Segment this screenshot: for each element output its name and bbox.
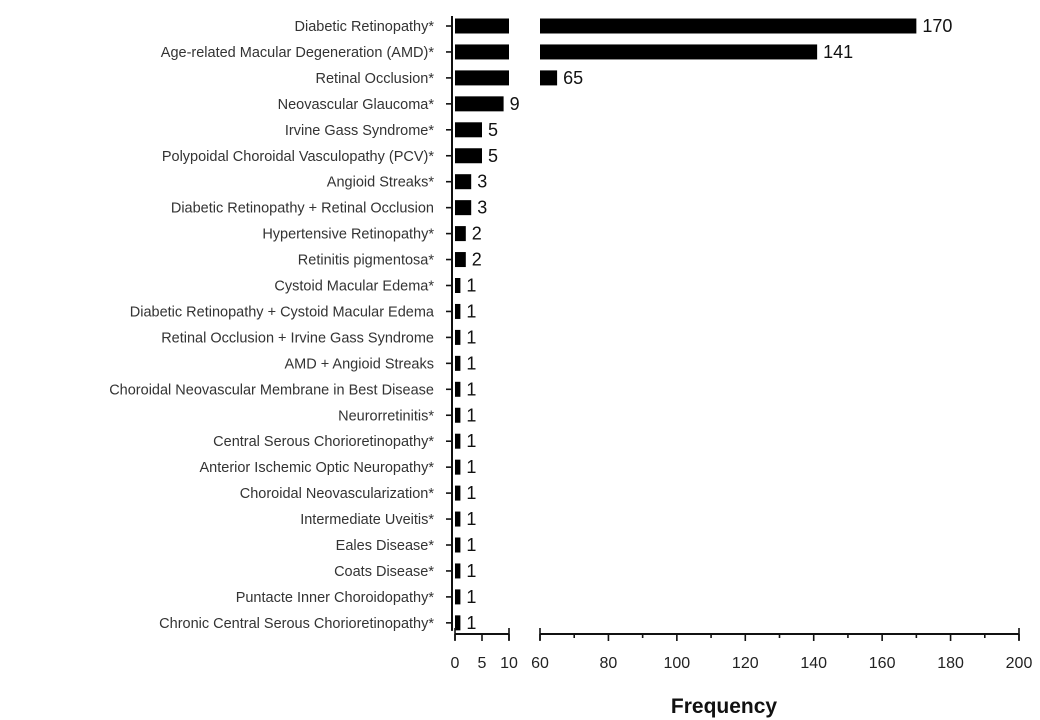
bar [455,96,504,112]
category-label: Age-related Macular Degeneration (AMD)* [161,45,435,61]
x-tick-label: 10 [500,655,518,672]
value-label: 1 [466,276,476,296]
category-label: Eales Disease* [336,538,435,554]
category-label: Neovascular Glaucoma* [278,97,435,113]
x-tick-label: 0 [451,655,460,672]
x-tick-label: 140 [800,655,827,672]
category-label: Intermediate Uveitis* [300,512,434,528]
value-label: 1 [466,509,476,529]
category-label: Anterior Ischemic Optic Neuropathy* [199,460,434,476]
value-label: 2 [472,250,482,270]
bar [455,563,461,579]
category-label: AMD + Angioid Streaks [284,356,434,372]
value-label: 1 [466,353,476,373]
value-label: 3 [477,198,487,218]
x-tick-label: 60 [531,655,549,672]
value-label: 5 [488,120,498,140]
category-label: Choroidal Neovascularization* [240,486,435,502]
bar [455,589,461,605]
category-label: Retinal Occlusion* [316,71,435,87]
value-label: 1 [466,535,476,555]
category-labels: Diabetic Retinopathy* Age-related Macular… [109,19,435,632]
bar [455,355,461,371]
value-label: 1 [466,379,476,399]
category-label: Retinitis pigmentosa* [298,253,435,269]
value-label: 1 [466,405,476,425]
x-tick-label: 200 [1006,655,1033,672]
category-label: Hypertensive Retinopathy* [262,227,434,243]
value-label: 1 [466,587,476,607]
value-label: 2 [472,224,482,244]
bar [455,329,461,345]
bar [455,485,461,501]
category-label: Choroidal Neovascular Membrane in Best D… [109,382,434,398]
x-tick-label: 120 [732,655,759,672]
x-axis-title: Frequency [671,695,778,718]
value-label: 1 [466,457,476,477]
bar [455,433,461,449]
value-label: 3 [477,172,487,192]
bar [455,303,461,319]
bar [455,252,466,268]
bar-continued [540,70,558,86]
bar [455,18,509,34]
category-label: Cystoid Macular Edema* [274,279,434,295]
bar [455,511,461,527]
bar [455,70,509,86]
value-label: 1 [466,561,476,581]
category-label: Diabetic Retinopathy + Retinal Occlusion [171,201,434,217]
x-tick-label: 160 [869,655,896,672]
category-label: Diabetic Retinopathy* [295,19,435,35]
x-tick-label: 5 [478,655,487,672]
category-label: Retinal Occlusion + Irvine Gass Syndrome [161,330,434,346]
value-label: 9 [510,94,520,114]
value-label: 1 [466,327,476,347]
category-label: Coats Disease* [334,564,434,580]
value-label: 1 [466,431,476,451]
value-label: 65 [563,68,583,88]
value-label: 1 [466,613,476,633]
category-label: Irvine Gass Syndrome* [285,123,434,139]
bar [455,381,461,397]
bar [455,44,509,60]
x-tick-label: 80 [600,655,618,672]
bar-continued [540,44,818,60]
value-label: 1 [466,301,476,321]
category-label: Chronic Central Serous Chorioretinopathy… [159,616,434,632]
value-label: 1 [466,483,476,503]
category-label: Polypoidal Choroidal Vasculopathy (PCV)* [162,149,435,165]
bar-continued [540,18,917,34]
bar [455,174,472,190]
bar [455,615,461,631]
bars [455,18,917,631]
category-label: Diabetic Retinopathy + Cystoid Macular E… [130,304,435,320]
x-tick-label: 100 [664,655,691,672]
bar [455,122,482,138]
x-tick-label: 180 [937,655,964,672]
bar [455,459,461,475]
axes: 0 5 10 60 80 100 120 140 160 180 200 [446,16,1032,672]
bar [455,537,461,553]
bar [455,200,472,216]
value-label: 141 [823,42,853,62]
category-label: Central Serous Chorioretinopathy* [213,434,434,450]
category-label: Puntacte Inner Choroidopathy* [236,590,435,606]
category-label: Neurorretinitis* [338,408,434,424]
bar [455,407,461,423]
bar [455,148,482,164]
category-label: Angioid Streaks* [327,175,435,191]
value-label: 5 [488,146,498,166]
bar [455,278,461,293]
bar [455,226,466,242]
value-label: 170 [922,16,952,36]
